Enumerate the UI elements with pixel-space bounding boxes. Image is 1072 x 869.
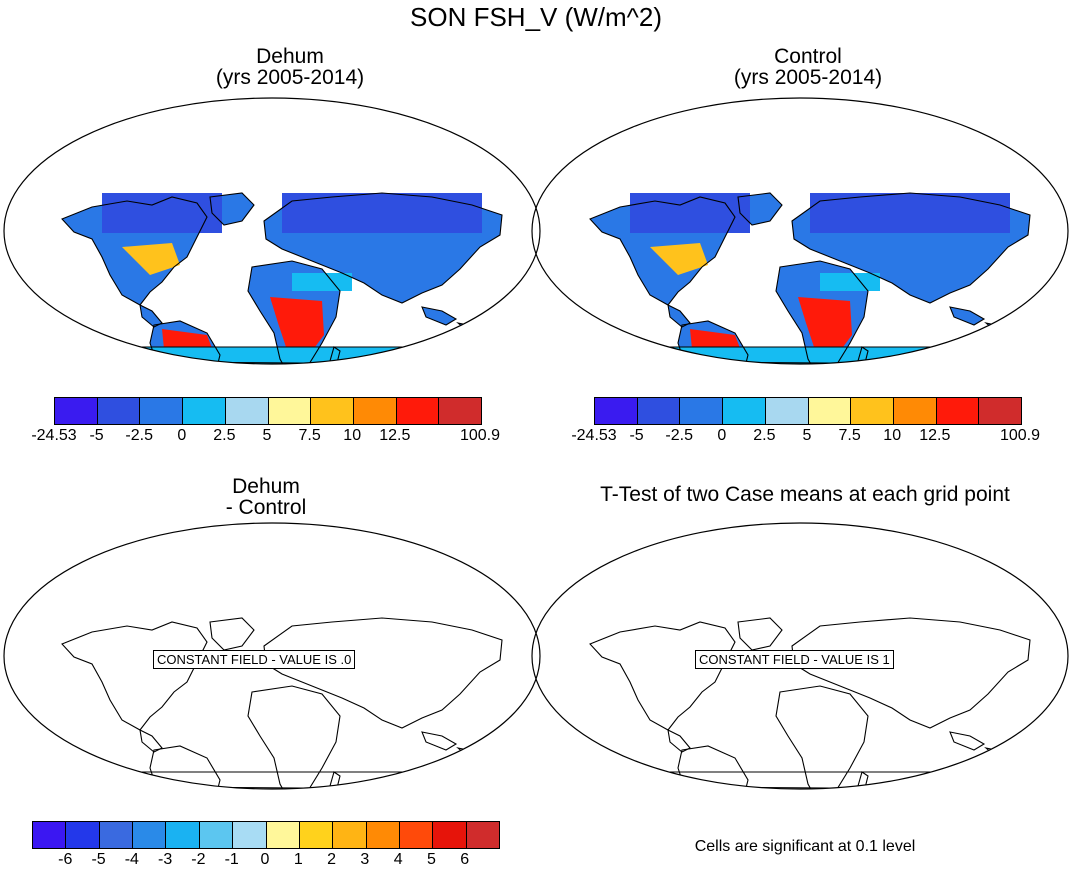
colorbar-swatch <box>366 822 400 848</box>
colorbar-swatch <box>311 398 354 424</box>
colorbar-tick-label: 100.9 <box>999 427 1041 444</box>
colorbar-swatch <box>637 398 681 424</box>
map-control <box>531 97 1069 365</box>
colorbar-swatch <box>353 398 397 424</box>
colorbar-tick-label: 2.5 <box>213 427 236 444</box>
map-dehum <box>3 97 541 365</box>
panel-title-dehum: Dehum (yrs 2005-2014) <box>40 46 540 88</box>
colorbar-swatch <box>133 822 167 848</box>
colorbar-swatch <box>97 398 141 424</box>
colorbar-tick-label: 0 <box>717 427 727 444</box>
colorbar-swatch <box>333 822 367 848</box>
colorbar-tick-label: 7.5 <box>298 427 321 444</box>
colorbar-swatch <box>936 398 980 424</box>
colorbar-tick-label: 5 <box>262 427 272 444</box>
panel-title-control-line2: (yrs 2005-2014) <box>733 66 883 89</box>
colorbar-tick-label: 10 <box>343 427 362 444</box>
panel-title-diff-line1: Dehum <box>232 475 300 498</box>
colorbar-swatch <box>723 398 766 424</box>
colorbar-control <box>594 397 1022 425</box>
colorbar-tick-label: -2.5 <box>665 427 693 444</box>
colorbar-tick-label: 0 <box>177 427 187 444</box>
map-ttest <box>531 522 1069 790</box>
panel-title-dehum-line2: (yrs 2005-2014) <box>215 66 365 89</box>
colorbar-tick-label: 100.9 <box>459 427 501 444</box>
panel-title-ttest-line1: T-Test of two Case means at each grid po… <box>600 483 1010 506</box>
colorbar-swatch <box>595 398 638 424</box>
colorbar-tick-label: 4 <box>393 851 403 868</box>
colorbar-swatch <box>466 822 500 848</box>
panel-title-diff-line2: - Control <box>225 496 307 519</box>
colorbar-tick-label: -24.53 <box>31 427 77 444</box>
colorbar-swatch <box>399 822 434 848</box>
colorbar-swatch <box>166 822 200 848</box>
main-title: SON FSH_V (W/m^2) <box>410 2 662 32</box>
panel-title-ttest: T-Test of two Case means at each grid po… <box>540 484 1070 505</box>
colorbar-swatch <box>266 822 300 848</box>
panel-title-control-line1: Control <box>774 45 842 68</box>
colorbar-swatch <box>99 822 134 848</box>
colorbar-tick-label: 10 <box>883 427 902 444</box>
colorbar-tick-label: 0 <box>260 851 270 868</box>
map-diff <box>3 522 541 790</box>
colorbar-swatch <box>55 398 98 424</box>
colorbar-tick-label: -6 <box>58 851 73 868</box>
colorbar-tick-label: 2.5 <box>753 427 776 444</box>
colorbar-swatch <box>225 398 269 424</box>
colorbar-tick-label: -3 <box>158 851 173 868</box>
colorbar-tick-label: -4 <box>124 851 139 868</box>
constant-field-message-ttest: CONSTANT FIELD - VALUE IS 1 <box>695 650 894 669</box>
colorbar-tick-label: 5 <box>802 427 812 444</box>
colorbar-tick-label: 2 <box>327 851 337 868</box>
colorbar-tick-label: -2.5 <box>125 427 153 444</box>
colorbar-swatch <box>439 398 482 424</box>
colorbar-tick-label: 5 <box>426 851 436 868</box>
colorbar-swatch <box>680 398 724 424</box>
colorbar-swatch <box>808 398 852 424</box>
colorbar-tick-label: -2 <box>191 851 206 868</box>
panel-title-control: Control (yrs 2005-2014) <box>558 46 1058 88</box>
colorbar-swatch <box>140 398 184 424</box>
colorbar-swatch <box>979 398 1022 424</box>
colorbar-swatch <box>199 822 234 848</box>
colorbar-tick-label: 6 <box>460 851 470 868</box>
colorbar-tick-label: 3 <box>360 851 370 868</box>
colorbar-swatch <box>851 398 894 424</box>
colorbar-tick-label: -5 <box>89 427 104 444</box>
panel-title-dehum-line1: Dehum <box>256 45 324 68</box>
constant-field-message-diff: CONSTANT FIELD - VALUE IS .0 <box>153 650 356 669</box>
colorbar-swatch <box>299 822 334 848</box>
colorbar-tick-label: 12.5 <box>379 427 411 444</box>
colorbar-tick-label: 1 <box>293 851 303 868</box>
colorbar-swatch <box>433 822 467 848</box>
colorbar-dehum <box>54 397 482 425</box>
colorbar-tick-label: -5 <box>629 427 644 444</box>
colorbar-tick-label: 12.5 <box>919 427 951 444</box>
colorbar-diff <box>32 821 500 849</box>
colorbar-tick-label: -5 <box>91 851 106 868</box>
colorbar-swatch <box>233 822 267 848</box>
colorbar-tick-label: -1 <box>224 851 239 868</box>
colorbar-swatch <box>66 822 100 848</box>
colorbar-swatch <box>396 398 440 424</box>
colorbar-swatch <box>893 398 937 424</box>
colorbar-swatch <box>765 398 809 424</box>
colorbar-swatch <box>268 398 312 424</box>
footnote: Cells are significant at 0.1 level <box>694 838 916 855</box>
colorbar-tick-label: 7.5 <box>838 427 861 444</box>
panel-title-diff: Dehum - Control <box>16 476 516 518</box>
colorbar-swatch <box>183 398 226 424</box>
colorbar-swatch <box>33 822 67 848</box>
colorbar-tick-label: -24.53 <box>571 427 617 444</box>
